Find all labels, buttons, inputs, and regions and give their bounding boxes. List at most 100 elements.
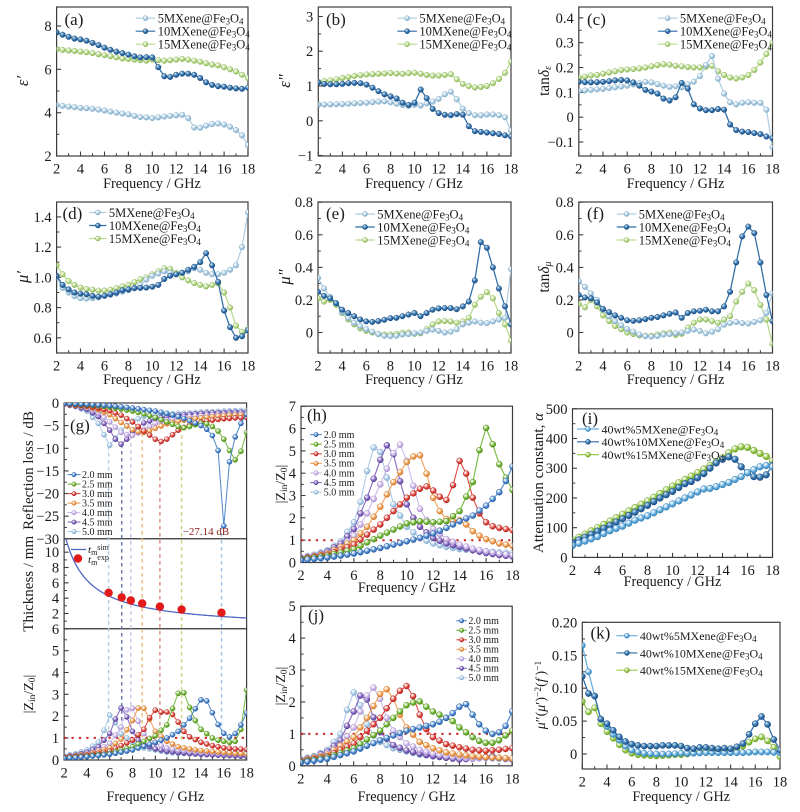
svg-text:14: 14 xyxy=(194,766,209,782)
svg-text:3.0 mm: 3.0 mm xyxy=(82,489,113,500)
svg-text:0: 0 xyxy=(52,753,59,769)
svg-text:10: 10 xyxy=(400,568,415,584)
svg-text:0: 0 xyxy=(306,326,313,342)
svg-text:Attenuation constant, α: Attenuation constant, α xyxy=(531,412,547,553)
svg-text:0.6: 0.6 xyxy=(556,228,574,244)
svg-text:2.0 mm: 2.0 mm xyxy=(82,470,113,481)
svg-text:10: 10 xyxy=(668,162,683,178)
svg-text:12: 12 xyxy=(699,775,714,791)
svg-text:15MXene@Fe3O4: 15MXene@Fe3O4 xyxy=(680,38,773,53)
svg-text:(e): (e) xyxy=(326,204,345,223)
svg-text:2: 2 xyxy=(60,766,67,782)
svg-text:−10: −10 xyxy=(36,441,59,457)
svg-text:0: 0 xyxy=(567,326,574,342)
svg-text:16: 16 xyxy=(479,771,494,787)
svg-text:(h): (h) xyxy=(307,406,327,425)
svg-text:2.0 mm: 2.0 mm xyxy=(324,430,355,441)
svg-text:(a): (a) xyxy=(65,10,84,29)
svg-text:40wt%10MXene@Fe3O4: 40wt%10MXene@Fe3O4 xyxy=(640,646,763,661)
svg-text:18: 18 xyxy=(765,563,780,579)
svg-text:2: 2 xyxy=(575,359,582,375)
svg-text:0: 0 xyxy=(289,759,296,775)
svg-text:10: 10 xyxy=(665,563,680,579)
svg-text:(b): (b) xyxy=(326,10,346,29)
svg-text:18: 18 xyxy=(773,775,788,791)
svg-text:3.0 mm: 3.0 mm xyxy=(468,635,499,646)
svg-text:3.0 mm: 3.0 mm xyxy=(324,449,355,460)
svg-text:6: 6 xyxy=(363,162,370,178)
svg-text:8: 8 xyxy=(129,766,136,782)
svg-text:2.5 mm: 2.5 mm xyxy=(468,626,499,637)
svg-text:6: 6 xyxy=(52,576,59,592)
svg-text:6: 6 xyxy=(624,162,631,178)
svg-text:16: 16 xyxy=(741,162,756,178)
svg-text:(k): (k) xyxy=(591,624,611,643)
svg-text:3.5 mm: 3.5 mm xyxy=(82,498,113,509)
svg-text:8: 8 xyxy=(377,568,384,584)
svg-text:4: 4 xyxy=(599,359,607,375)
svg-text:500: 500 xyxy=(546,402,568,418)
svg-text:0: 0 xyxy=(289,556,296,572)
svg-text:4.0 mm: 4.0 mm xyxy=(324,468,355,479)
svg-text:14: 14 xyxy=(717,359,732,375)
svg-text:6: 6 xyxy=(350,771,357,787)
svg-text:0: 0 xyxy=(567,110,574,126)
svg-text:4.5 mm: 4.5 mm xyxy=(324,478,355,489)
svg-text:4: 4 xyxy=(289,466,297,482)
svg-text:Thickness / mm: Thickness / mm xyxy=(21,536,37,632)
svg-text:Frequency / GHz: Frequency / GHz xyxy=(107,789,205,805)
svg-text:10MXene@Fe3O4: 10MXene@Fe3O4 xyxy=(680,25,773,40)
svg-text:8: 8 xyxy=(44,19,51,35)
svg-text:12: 12 xyxy=(169,162,184,178)
svg-text:4: 4 xyxy=(599,162,607,178)
svg-text:2.0 mm: 2.0 mm xyxy=(468,616,499,627)
svg-text:4: 4 xyxy=(77,359,85,375)
svg-text:7: 7 xyxy=(289,399,296,415)
svg-text:4: 4 xyxy=(339,162,347,178)
svg-text:12: 12 xyxy=(426,568,441,584)
svg-text:40wt%5MXene@Fe3O4: 40wt%5MXene@Fe3O4 xyxy=(640,629,757,644)
svg-text:18: 18 xyxy=(239,766,254,782)
svg-text:8: 8 xyxy=(387,162,394,178)
svg-text:Frequency / GHz: Frequency / GHz xyxy=(624,574,722,590)
svg-text:40wt%15MXene@Fe3O4: 40wt%15MXene@Fe3O4 xyxy=(640,664,763,679)
svg-text:1.0: 1.0 xyxy=(33,270,51,286)
svg-text:Frequency / GHz: Frequency / GHz xyxy=(358,580,456,596)
svg-text:2: 2 xyxy=(297,568,304,584)
svg-text:8: 8 xyxy=(648,162,655,178)
svg-text:18: 18 xyxy=(765,162,780,178)
svg-text:16: 16 xyxy=(480,359,495,375)
svg-text:8: 8 xyxy=(387,359,394,375)
svg-text:2.5 mm: 2.5 mm xyxy=(82,479,113,490)
svg-text:0.2: 0.2 xyxy=(556,61,574,77)
svg-text:(g): (g) xyxy=(70,416,90,435)
svg-text:400: 400 xyxy=(546,432,568,448)
svg-text:ε′: ε′ xyxy=(13,76,32,87)
svg-text:18: 18 xyxy=(765,359,780,375)
svg-text:2.5 mm: 2.5 mm xyxy=(324,440,355,451)
svg-text:6: 6 xyxy=(624,359,631,375)
svg-text:3: 3 xyxy=(52,687,59,703)
svg-text:5.0 mm: 5.0 mm xyxy=(324,488,355,499)
svg-text:4: 4 xyxy=(52,666,60,682)
svg-text:6: 6 xyxy=(628,775,635,791)
svg-text:10: 10 xyxy=(145,162,160,178)
svg-text:Frequency / GHz: Frequency / GHz xyxy=(103,372,201,388)
svg-text:12: 12 xyxy=(693,359,708,375)
svg-text:8: 8 xyxy=(125,359,132,375)
svg-text:5MXene@Fe3O4: 5MXene@Fe3O4 xyxy=(680,12,766,27)
svg-text:4: 4 xyxy=(77,162,85,178)
svg-text:1: 1 xyxy=(52,731,59,747)
svg-text:10: 10 xyxy=(407,162,422,178)
svg-text:−20: −20 xyxy=(36,487,59,503)
svg-text:8: 8 xyxy=(376,771,383,787)
svg-text:16: 16 xyxy=(741,359,756,375)
svg-text:10MXene@Fe3O4: 10MXene@Fe3O4 xyxy=(639,220,732,235)
svg-text:10: 10 xyxy=(45,545,60,561)
svg-text:(i): (i) xyxy=(582,409,598,428)
svg-text:40wt%10MXene@Fe3O4: 40wt%10MXene@Fe3O4 xyxy=(602,435,725,450)
svg-text:14: 14 xyxy=(452,568,467,584)
svg-text:2: 2 xyxy=(289,695,296,711)
svg-text:16: 16 xyxy=(217,162,232,178)
svg-text:5: 5 xyxy=(52,644,59,660)
